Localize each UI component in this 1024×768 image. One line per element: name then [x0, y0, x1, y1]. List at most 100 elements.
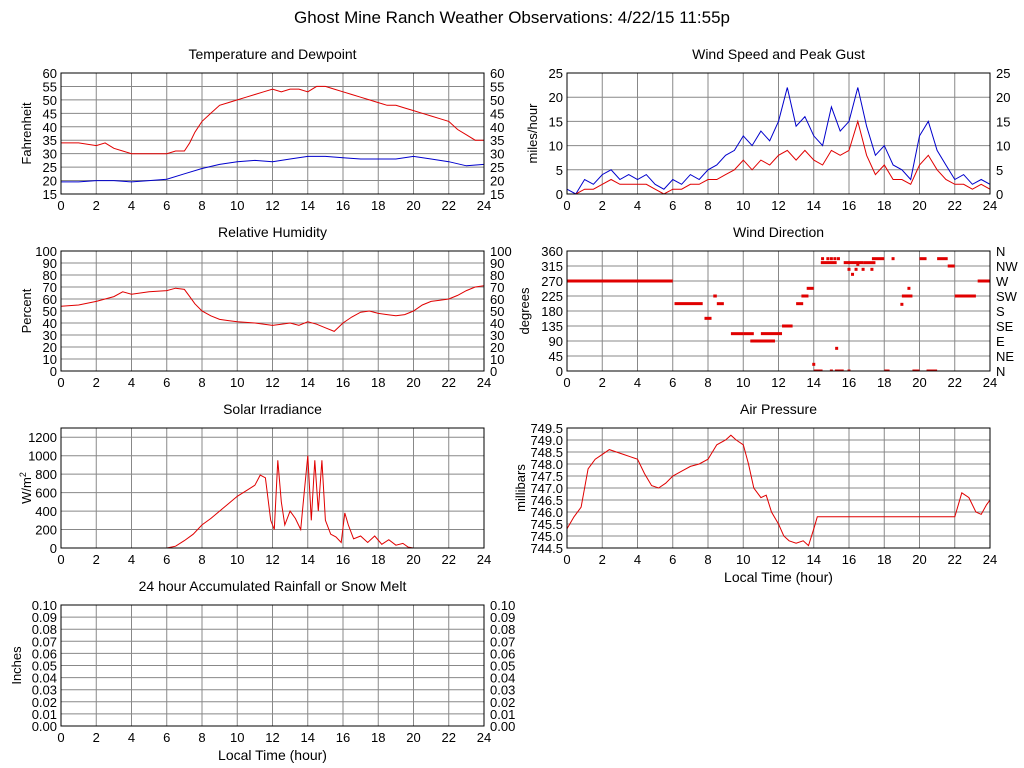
- y-tick-label: 15: [549, 114, 563, 129]
- chart-title: Relative Humidity: [218, 224, 327, 240]
- direction-point: [861, 267, 865, 271]
- y-tick-label: 746.5: [530, 493, 563, 508]
- x-tick-label: 14: [301, 375, 315, 390]
- x-tick-label: 18: [371, 552, 385, 567]
- y-tick-label-right: 40: [490, 120, 504, 135]
- y-tick-label-right: 50: [490, 93, 504, 108]
- direction-point: [836, 257, 840, 261]
- x-tick-label: 2: [599, 198, 606, 213]
- compass-label: E: [996, 334, 1005, 349]
- direction-point: [907, 286, 911, 290]
- x-tick-label: 0: [57, 198, 64, 213]
- x-tick-label: 4: [128, 552, 135, 567]
- x-tick-label: 18: [877, 375, 891, 390]
- y-tick-label: 10: [43, 352, 57, 367]
- x-tick-label: 2: [599, 375, 606, 390]
- y-tick-label-right: 0.04: [490, 671, 515, 686]
- chart-title: Wind Speed and Peak Gust: [692, 46, 865, 62]
- x-tick-label: 4: [128, 730, 135, 745]
- y-tick-label: 20: [43, 174, 57, 189]
- x-tick-label: 10: [230, 552, 244, 567]
- direction-point: [829, 257, 833, 261]
- y-tick-label: 55: [43, 79, 57, 94]
- x-tick-label: 16: [336, 552, 350, 567]
- y-tick-label: 40: [43, 120, 57, 135]
- x-tick-label: 22: [948, 198, 962, 213]
- x-tick-label: 22: [442, 730, 456, 745]
- y-tick-label: 10: [549, 139, 563, 154]
- plot-frame: [566, 72, 991, 195]
- direction-point: [815, 369, 819, 371]
- chart-title: Temperature and Dewpoint: [188, 46, 356, 62]
- compass-label: W: [996, 274, 1009, 289]
- y-tick-label: 0.10: [32, 598, 57, 613]
- direction-point: [854, 267, 858, 271]
- x-tick-label: 4: [128, 198, 135, 213]
- y-tick-label: 70: [43, 280, 57, 295]
- x-tick-label: 6: [669, 375, 676, 390]
- x-tick-label: 6: [163, 198, 170, 213]
- x-tick-label: 12: [771, 375, 785, 390]
- y-tick-label-right: 60: [490, 66, 504, 81]
- x-tick-label: 20: [406, 730, 420, 745]
- x-tick-label: 12: [771, 552, 785, 567]
- x-tick-label: 14: [301, 552, 315, 567]
- y-tick-label-right: 20: [490, 174, 504, 189]
- x-tick-label: 0: [57, 375, 64, 390]
- y-tick-label-right: 60: [490, 292, 504, 307]
- page-title: Ghost Mine Ranch Weather Observations: 4…: [294, 8, 730, 27]
- x-tick-label: 14: [301, 730, 315, 745]
- x-tick-label: 22: [442, 375, 456, 390]
- y-tick-label: 20: [549, 90, 563, 105]
- x-tick-label: 0: [563, 552, 570, 567]
- x-tick-label: 16: [336, 198, 350, 213]
- y-axis-label: millibars: [513, 464, 528, 512]
- y-tick-label: 1000: [28, 449, 57, 464]
- y-tick-label: 0.02: [32, 695, 57, 710]
- y-tick-label-right: 0: [490, 364, 497, 379]
- x-tick-label: 10: [230, 198, 244, 213]
- y-tick-label-right: 70: [490, 280, 504, 295]
- y-tick-label: 0.07: [32, 634, 57, 649]
- y-tick-label-right: 25: [996, 66, 1010, 81]
- y-tick-label-right: 10: [996, 139, 1010, 154]
- y-tick-label-right: 0.02: [490, 695, 515, 710]
- y-tick-label-right: 0.00: [490, 719, 515, 734]
- x-tick-label: 2: [599, 552, 606, 567]
- x-tick-label: 0: [563, 375, 570, 390]
- x-tick-label: 10: [736, 375, 750, 390]
- y-tick-label-right: 25: [490, 160, 504, 175]
- direction-point: [870, 267, 874, 271]
- y-tick-label: 0.09: [32, 610, 57, 625]
- y-tick-label-right: 0.05: [490, 659, 515, 674]
- y-tick-label: 50: [43, 93, 57, 108]
- x-tick-label: 10: [736, 198, 750, 213]
- x-tick-label: 8: [198, 730, 205, 745]
- x-tick-label: 18: [877, 552, 891, 567]
- x-tick-label: 8: [704, 375, 711, 390]
- direction-point: [821, 257, 825, 261]
- x-tick-label: 14: [807, 375, 821, 390]
- x-tick-label: 2: [93, 375, 100, 390]
- y-tick-label: 90: [549, 334, 563, 349]
- x-tick-label: 6: [669, 198, 676, 213]
- y-tick-label: 747.0: [530, 481, 563, 496]
- x-tick-label: 22: [442, 198, 456, 213]
- plot-frame: [60, 604, 485, 727]
- compass-label: N: [996, 244, 1005, 259]
- x-tick-label: 24: [983, 375, 997, 390]
- plot-frame: [566, 427, 991, 549]
- compass-label: NW: [996, 259, 1018, 274]
- y-tick-label-right: 35: [490, 133, 504, 148]
- series-line-1: [567, 119, 990, 194]
- y-tick-label: 749.5: [530, 421, 563, 436]
- y-tick-label-right: 10: [490, 352, 504, 367]
- y-tick-label-right: 0.09: [490, 610, 515, 625]
- y-tick-label: 744.5: [530, 541, 563, 556]
- plot-area: [567, 257, 990, 371]
- y-tick-label: 40: [43, 316, 57, 331]
- compass-label: NE: [996, 349, 1014, 364]
